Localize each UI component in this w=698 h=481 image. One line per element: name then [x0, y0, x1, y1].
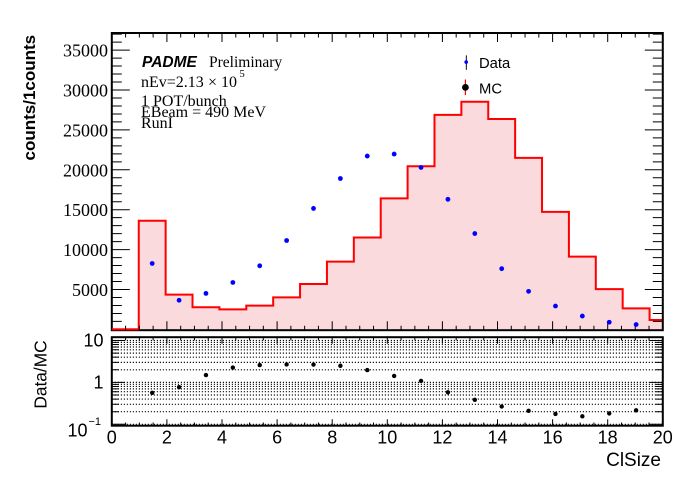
svg-text:12: 12	[432, 427, 452, 447]
svg-text:2: 2	[162, 427, 172, 447]
svg-text:10: 10	[377, 427, 397, 447]
svg-text:1: 1	[93, 373, 103, 393]
svg-text:5000: 5000	[72, 280, 108, 300]
svg-text:4: 4	[217, 427, 227, 447]
svg-text:10: 10	[83, 331, 103, 351]
svg-text:20000: 20000	[63, 160, 108, 180]
svg-text:10: 10	[67, 421, 87, 441]
svg-text:20: 20	[653, 427, 673, 447]
svg-text:0: 0	[107, 427, 117, 447]
svg-text:15000: 15000	[63, 200, 108, 220]
svg-text:14: 14	[487, 427, 507, 447]
svg-text:× 10: × 10	[208, 74, 237, 91]
svg-text:MC: MC	[479, 82, 502, 98]
svg-text:10000: 10000	[63, 240, 108, 260]
svg-text:RunI: RunI	[141, 115, 173, 132]
svg-text:5: 5	[240, 69, 245, 80]
svg-text:nEv=2.13: nEv=2.13	[141, 74, 204, 91]
svg-text:ClSize: ClSize	[606, 450, 661, 471]
svg-text:EBeam = 490 MeV: EBeam = 490 MeV	[141, 104, 266, 121]
svg-text:30000: 30000	[63, 81, 108, 101]
svg-text:−1: −1	[89, 416, 102, 428]
svg-text:PADME: PADME	[142, 54, 197, 71]
svg-text:1 POT/bunch: 1 POT/bunch	[141, 93, 227, 110]
svg-text:8: 8	[327, 427, 337, 447]
svg-text:18: 18	[598, 427, 618, 447]
svg-text:Data/MC: Data/MC	[31, 340, 51, 408]
svg-text:Data: Data	[479, 56, 511, 72]
svg-text:25000: 25000	[63, 120, 108, 140]
svg-text:16: 16	[543, 427, 563, 447]
svg-text:counts/1counts: counts/1counts	[20, 35, 39, 161]
svg-text:Preliminary: Preliminary	[209, 54, 282, 71]
svg-text:35000: 35000	[63, 41, 108, 61]
svg-text:6: 6	[272, 427, 282, 447]
